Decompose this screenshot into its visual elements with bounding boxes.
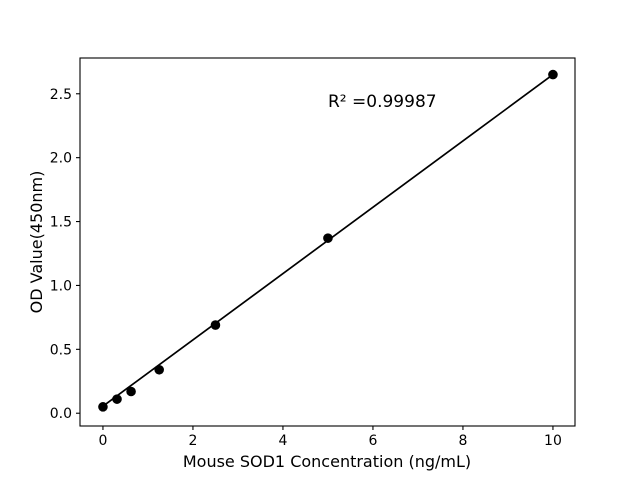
y-tick-label: 0.0 [50,406,72,422]
data-point-marker [323,233,333,243]
x-tick-label: 4 [278,433,287,449]
y-tick-label: 2.0 [50,151,72,167]
x-tick-label: 2 [188,433,197,449]
x-tick-label: 0 [98,433,107,449]
data-point-marker [112,394,122,404]
x-axis-label: Mouse SOD1 Concentration (ng/mL) [182,452,472,472]
data-point-marker [98,402,108,412]
axes-frame [79,57,576,427]
y-tick-label: 1.0 [50,278,72,294]
x-tick-label: 10 [544,433,562,449]
r-squared-annotation: R² =0.99987 [328,92,437,112]
y-tick-label: 2.5 [50,87,72,103]
x-tick-label: 6 [368,433,377,449]
data-point-marker [126,386,136,397]
x-tick-label: 8 [458,433,467,449]
data-point-marker [548,69,558,80]
y-axis-label: OD Value(450nm) [27,170,47,314]
data-point-marker [210,320,221,330]
data-point-marker [154,364,164,375]
y-tick-label: 0.5 [50,342,72,358]
y-tick-label: 1.5 [50,215,72,231]
